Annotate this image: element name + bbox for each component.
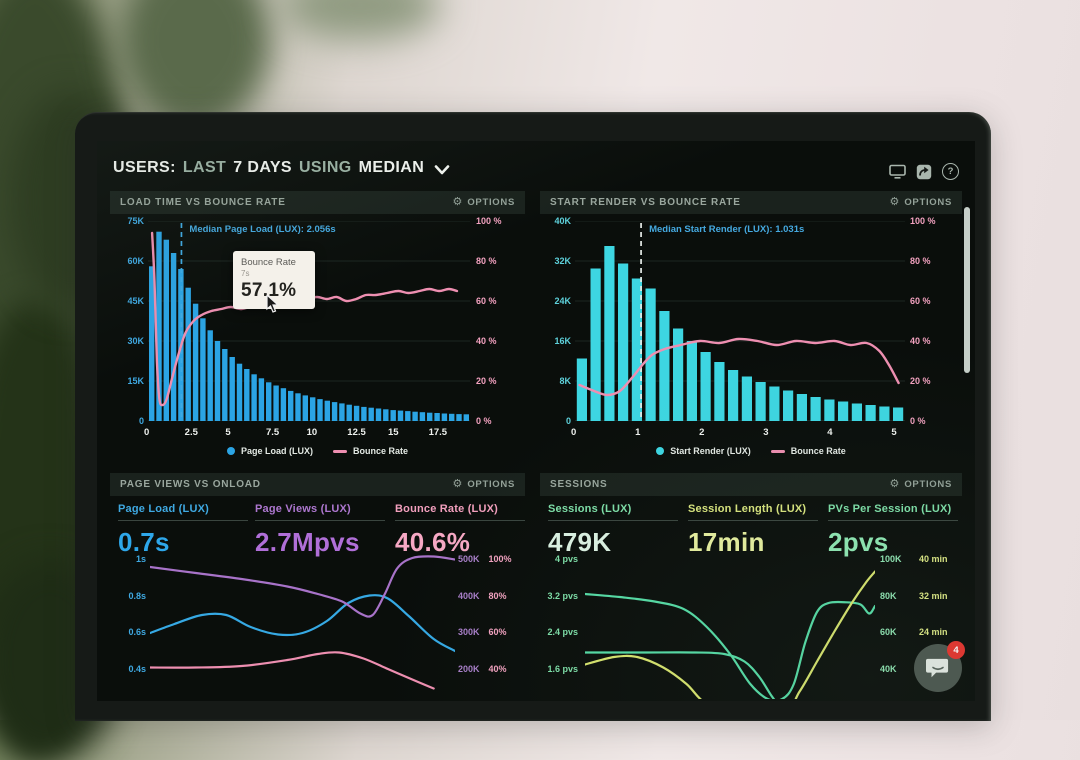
gear-icon: ⚙ xyxy=(889,478,900,490)
start-render-histogram[interactable] xyxy=(575,221,905,421)
panel-title: START RENDER VS BOUNCE RATE xyxy=(550,197,741,208)
legend-dot-icon xyxy=(226,447,235,455)
load-time-histogram[interactable] xyxy=(148,221,470,421)
panel-title: LOAD TIME VS BOUNCE RATE xyxy=(120,197,286,208)
laptop-frame: USERS: LAST 7 DAYS USING MEDIAN ? LOAD T… xyxy=(75,112,991,721)
header-using-label: USING xyxy=(298,159,352,176)
median-annotation: Median Page Load (LUX): 2.056s xyxy=(189,224,336,235)
options-button[interactable]: ⚙ OPTIONS xyxy=(452,478,515,491)
options-button[interactable]: ⚙ OPTIONS xyxy=(889,196,952,209)
mouse-cursor xyxy=(266,295,280,313)
chat-launcher-button[interactable]: 4 xyxy=(914,641,965,692)
y-axis-left: 4 pvs 3.2 pvs 2.4 pvs 1.6 pvs xyxy=(547,554,578,674)
dashboard-screen: USERS: LAST 7 DAYS USING MEDIAN ? LOAD T… xyxy=(97,141,975,701)
panel-title: PAGE VIEWS VS ONLOAD xyxy=(120,479,261,490)
plant-leaf xyxy=(280,0,440,40)
chat-bubble-icon xyxy=(926,658,949,678)
legend-line-icon xyxy=(770,449,785,453)
sessions-line-chart[interactable] xyxy=(585,549,875,699)
notification-badge: 4 xyxy=(947,641,965,659)
header-users-label: USERS: xyxy=(113,159,176,176)
header-median-label: MEDIAN xyxy=(358,159,425,176)
metric-page-views: Page Views (LUX) 2.7Mpvs xyxy=(255,503,385,558)
metric-page-load: Page Load (LUX) 0.7s xyxy=(118,503,248,558)
x-axis: 0 2.5 5 7.5 10 12.5 15 17.5 xyxy=(144,427,448,438)
plant-leaf xyxy=(120,0,270,130)
chart-legend: Page Load (LUX) Bounce Rate xyxy=(110,446,525,456)
date-range-dropdown[interactable]: USERS: LAST 7 DAYS USING MEDIAN xyxy=(113,155,450,181)
y-axis-left: 40K 32K 24K 16K 8K 0 xyxy=(554,216,571,426)
legend-dot-icon xyxy=(656,447,665,455)
y-axis-left: 1s 0.8s 0.6s 0.4s xyxy=(128,554,146,674)
options-button[interactable]: ⚙ OPTIONS xyxy=(889,478,952,491)
display-icon[interactable] xyxy=(888,164,906,180)
gear-icon: ⚙ xyxy=(889,196,900,208)
gear-icon: ⚙ xyxy=(452,196,463,208)
y-axis-right: 500K 100% 400K 80% 300K 60% 200K 40% xyxy=(458,554,512,674)
chart-tooltip: Bounce Rate 7s 57.1% xyxy=(233,251,315,309)
median-annotation: Median Start Render (LUX): 1.031s xyxy=(649,224,805,235)
legend-line-icon xyxy=(333,449,347,453)
header-last-label: LAST xyxy=(182,159,227,176)
panel-page-views: PAGE VIEWS VS ONLOAD ⚙ OPTIONS Page Load… xyxy=(110,473,525,701)
share-icon[interactable] xyxy=(915,164,933,180)
help-icon[interactable]: ? xyxy=(942,163,959,180)
metric-bounce-rate: Bounce Rate (LUX) 40.6% xyxy=(395,503,525,558)
scrollbar[interactable] xyxy=(964,207,970,373)
page-views-line-chart[interactable] xyxy=(150,549,455,699)
panel-title: SESSIONS xyxy=(550,479,608,490)
options-button[interactable]: ⚙ OPTIONS xyxy=(452,196,515,209)
metric-pvs-per-session: PVs Per Session (LUX) 2pvs xyxy=(828,503,958,558)
panel-load-time: LOAD TIME VS BOUNCE RATE ⚙ OPTIONS 75K 60… xyxy=(110,191,525,463)
header-7days-label: 7 DAYS xyxy=(233,159,292,176)
metric-session-length: Session Length (LUX) 17min xyxy=(688,503,818,558)
metric-sessions: Sessions (LUX) 479K xyxy=(548,503,678,558)
panel-sessions: SESSIONS ⚙ OPTIONS Sessions (LUX) 479K S… xyxy=(540,473,962,701)
gear-icon: ⚙ xyxy=(452,478,463,490)
chart-legend: Start Render (LUX) Bounce Rate xyxy=(540,446,962,456)
y-axis-right: 100 % 80 % 60 % 40 % 20 % 0 % xyxy=(910,216,936,426)
chevron-down-icon xyxy=(434,164,450,174)
panel-start-render: START RENDER VS BOUNCE RATE ⚙ OPTIONS 40… xyxy=(540,191,962,463)
y-axis-right: 100 % 80 % 60 % 40 % 20 % 0 % xyxy=(476,216,502,426)
y-axis-left: 75K 60K 45K 30K 15K 0 xyxy=(127,216,144,426)
y-axis-right: 100K 40 min 80K 32 min 60K 24 min 40K xyxy=(880,554,948,674)
